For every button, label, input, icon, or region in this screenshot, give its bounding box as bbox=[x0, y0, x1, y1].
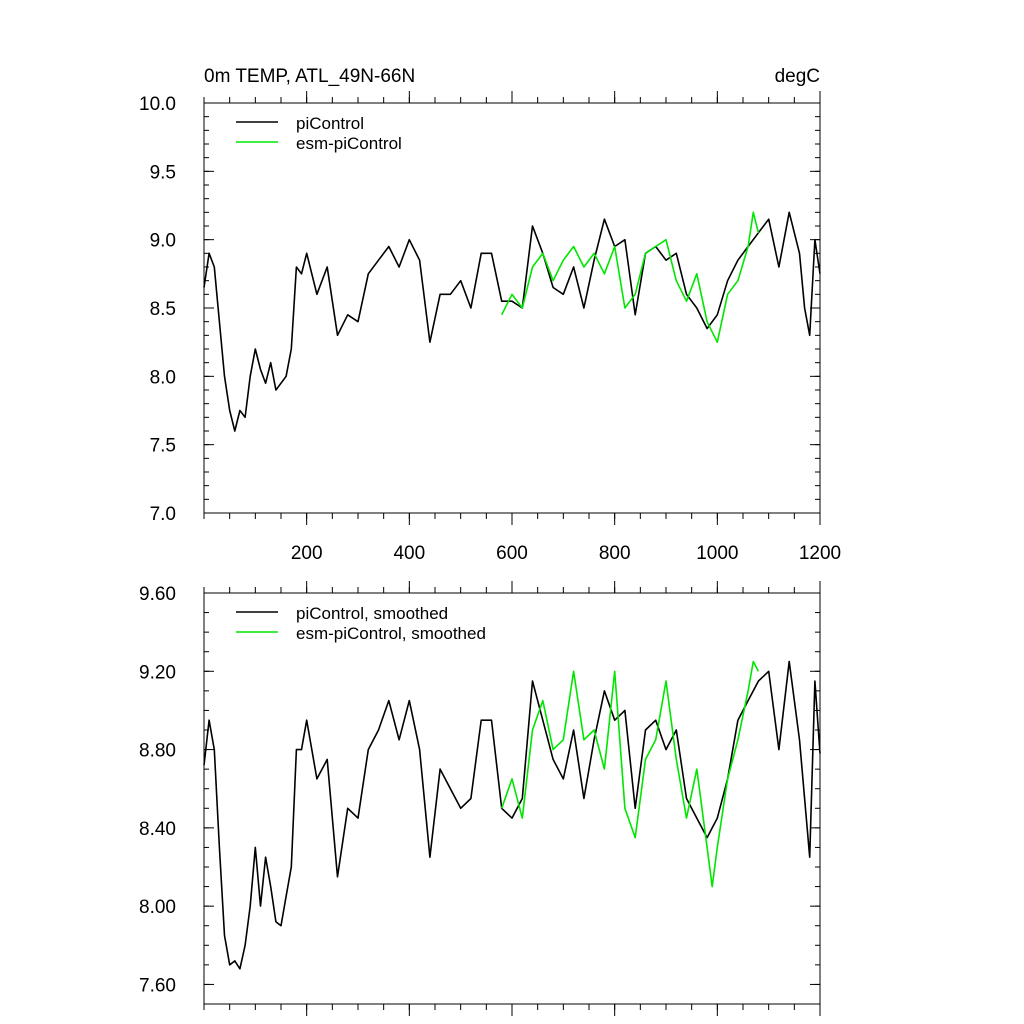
x-tick-label: 600 bbox=[496, 543, 528, 564]
series-line-picontrol-smoothed bbox=[203, 660, 821, 970]
y-tick-label: 9.0 bbox=[150, 231, 176, 252]
top-axis-ticks: 7.0 7.5 8.0 8.5 9.0 9.5 10.0 200 400 600 800 1000 12… bbox=[139, 91, 841, 564]
y-tick-label: 10.0 bbox=[139, 94, 176, 115]
top-chart-panel: 0m TEMP, ATL_49N-66N degC 7.0 7.5 8.0 8.5 9.… bbox=[139, 66, 841, 564]
y-tick-label: 7.5 bbox=[150, 436, 176, 457]
bottom-axis-ticks: 7.60 8.00 8.40 8.80 9.20 9.60 bbox=[139, 581, 821, 1016]
y-tick-label: 7.60 bbox=[139, 975, 176, 996]
legend-label: esm-piControl bbox=[296, 134, 402, 153]
x-tick-label: 200 bbox=[291, 543, 323, 564]
y-tick-label: 9.60 bbox=[139, 584, 176, 605]
bottom-plot-frame bbox=[203, 592, 821, 1005]
y-tick-label: 7.0 bbox=[150, 504, 176, 525]
y-tick-label: 8.00 bbox=[139, 897, 176, 918]
x-tick-label: 1200 bbox=[799, 543, 841, 564]
top-chart-units: degC bbox=[775, 66, 820, 87]
x-tick-label: 400 bbox=[393, 543, 425, 564]
x-tick-label: 800 bbox=[599, 543, 631, 564]
legend-label: piControl bbox=[296, 114, 364, 133]
series-line-esm-picontrol-smoothed bbox=[500, 660, 760, 888]
x-tick-label: 1000 bbox=[696, 543, 738, 564]
legend-label: piControl, smoothed bbox=[296, 604, 448, 623]
top-series-group bbox=[203, 211, 821, 432]
legend-label: esm-piControl, smoothed bbox=[296, 624, 486, 643]
y-tick-label: 8.40 bbox=[139, 819, 176, 840]
bottom-series-group bbox=[203, 660, 821, 970]
y-tick-label: 8.5 bbox=[150, 299, 176, 320]
y-tick-label: 8.80 bbox=[139, 741, 176, 762]
series-line-picontrol bbox=[203, 211, 821, 432]
y-tick-label: 9.5 bbox=[150, 162, 176, 183]
top-plot-frame bbox=[203, 102, 821, 514]
series-line-esm-picontrol bbox=[500, 211, 760, 344]
top-chart-title: 0m TEMP, ATL_49N-66N bbox=[204, 66, 415, 87]
y-tick-label: 9.20 bbox=[139, 662, 176, 683]
y-tick-label: 8.0 bbox=[150, 367, 176, 388]
bottom-chart-panel: 7.60 8.00 8.40 8.80 9.20 9.60 piControl, smoo… bbox=[139, 581, 821, 1016]
